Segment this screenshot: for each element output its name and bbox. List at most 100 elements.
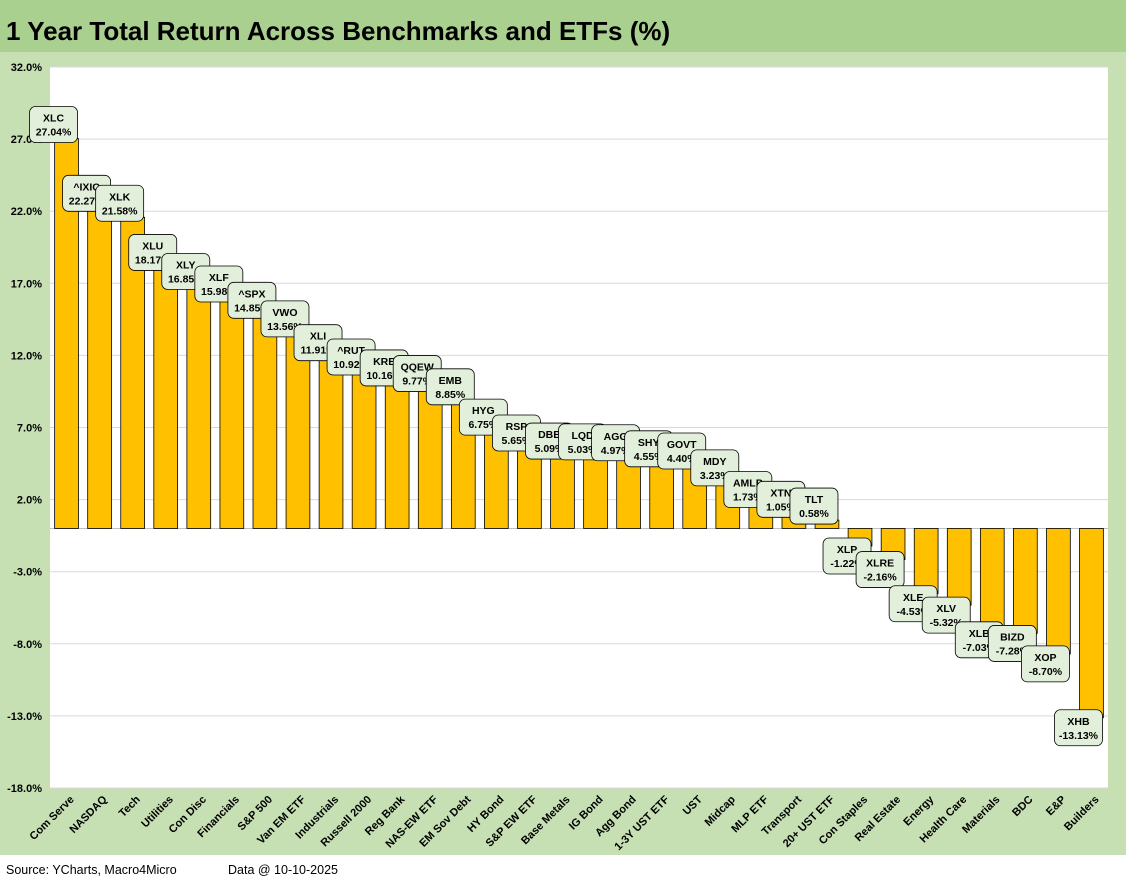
data-label-ticker: HYG (472, 405, 495, 417)
data-label-31: XHB -13.13% (1054, 709, 1103, 747)
y-tick-label: 12.0% (11, 350, 42, 362)
data-label-ticker: XLE (903, 592, 923, 604)
footer: Source: YCharts, Macro4Micro Data @ 10-1… (0, 855, 1126, 886)
data-label-ticker: XOP (1034, 652, 1056, 664)
data-label-box (95, 184, 145, 222)
data-label-ticker: XLC (43, 113, 64, 125)
data-label-value: 9.77% (402, 376, 432, 388)
data-label-ticker: EMB (439, 375, 463, 387)
y-tick-label: 32.0% (11, 62, 42, 74)
bar-11 (417, 387, 443, 529)
data-label-value: 4.40% (667, 453, 697, 465)
data-label-value: 1.05% (766, 501, 796, 513)
bar-4 (186, 285, 212, 529)
data-label-ticker: VWO (272, 307, 297, 319)
data-label-25: XLRE -2.16% (855, 551, 905, 588)
data-label-value: 3.23% (700, 470, 730, 482)
bar-30 (1046, 528, 1071, 655)
bar-5 (219, 297, 245, 529)
data-label-ticker: QQEW (401, 362, 434, 374)
data-label-ticker: XLP (837, 544, 857, 556)
data-label-value: 21.58% (102, 205, 138, 217)
data-label-ticker: DBB (538, 429, 561, 441)
y-tick-label: -8.0% (13, 639, 42, 651)
data-label-ticker: ^SPX (238, 288, 265, 300)
data-label-ticker: MDY (703, 456, 726, 468)
data-label-30: XOP -8.70% (1021, 645, 1070, 683)
data-label-box (29, 106, 78, 143)
data-label-ticker: XLU (142, 240, 163, 252)
source-text: Source: YCharts, Macro4Micro (6, 863, 177, 877)
data-label-ticker: RSP (506, 421, 528, 433)
bar-8 (318, 356, 344, 529)
data-label-2: XLK 21.58% (95, 184, 145, 222)
x-tick-label: Builders (1062, 794, 1102, 834)
bar-18 (649, 462, 674, 529)
bar-29 (1013, 528, 1038, 634)
data-label-value: -8.70% (1029, 666, 1063, 678)
bar-16 (583, 455, 608, 529)
data-label-ticker: XTN (770, 487, 791, 499)
data-label-value: 8.85% (435, 389, 465, 401)
data-label-12: EMB 8.85% (425, 368, 475, 406)
data-label-value: 4.55% (634, 451, 664, 463)
data-label-ticker: ^RUT (337, 345, 365, 357)
bar-3 (153, 266, 179, 529)
data-label-value: -5.32% (930, 617, 964, 629)
bar-28 (979, 528, 1005, 631)
bar-10 (384, 381, 410, 529)
y-tick-label: 2.0% (17, 495, 42, 507)
data-label-ticker: AMLP (733, 477, 763, 489)
data-label-value: -13.13% (1059, 730, 1099, 742)
bar-27 (946, 528, 972, 606)
bar-7 (285, 332, 311, 529)
data-label-ticker: XLF (209, 272, 229, 284)
x-tick-label: UST (681, 793, 705, 817)
bar-6 (252, 313, 278, 529)
data-label-ticker: GOVT (667, 439, 697, 451)
data-label-value: 1.73% (733, 491, 763, 503)
data-label-ticker: AGG (604, 431, 628, 443)
data-label-ticker: BIZD (1000, 631, 1025, 643)
data-label-ticker: KRE (373, 356, 395, 368)
data-label-ticker: LQD (571, 430, 594, 442)
data-label-ticker: XLB (969, 628, 990, 640)
data-date-text: Data @ 10-10-2025 (228, 863, 338, 877)
y-tick-label: 17.0% (11, 278, 42, 290)
data-label-value: 0.58% (799, 508, 829, 520)
bar-17 (616, 456, 641, 529)
data-label-value: 27.04% (36, 127, 72, 139)
data-label-ticker: XLV (936, 603, 956, 615)
bar-31 (1079, 528, 1104, 719)
data-label-11: QQEW 9.77% (392, 355, 442, 392)
x-tick-label: Com Serve (28, 794, 77, 843)
x-tick-label: E&P (1044, 794, 1068, 818)
y-tick-label: -3.0% (13, 567, 42, 579)
data-label-box (425, 368, 475, 406)
title-bar: 1 Year Total Return Across Benchmarks an… (0, 0, 1126, 53)
y-tick-label: -13.0% (7, 711, 42, 723)
data-label-0: XLC 27.04% (29, 106, 78, 143)
data-label-ticker: XLY (176, 259, 195, 271)
data-label-23: TLT 0.58% (789, 487, 839, 525)
data-label-value: 4.97% (601, 445, 631, 457)
data-label-ticker: ^IXIC (73, 181, 100, 193)
data-label-value: 5.03% (568, 444, 598, 456)
data-label-box (1021, 645, 1070, 683)
bar-9 (351, 370, 377, 529)
data-label-ticker: XHB (1067, 716, 1090, 728)
bar-15 (550, 454, 575, 529)
data-label-ticker: XLI (310, 331, 326, 343)
data-label-ticker: XLRE (866, 558, 894, 570)
data-label-value: 6.75% (468, 419, 498, 431)
data-label-box (789, 487, 839, 525)
bar-1 (87, 206, 112, 529)
data-label-value: 5.09% (535, 443, 565, 455)
y-tick-label: 7.0% (17, 423, 42, 435)
data-label-value: 5.65% (502, 435, 532, 447)
y-tick-label: 22.0% (11, 206, 42, 218)
data-label-ticker: SHY (638, 437, 660, 449)
x-tick-label: Tech (117, 793, 143, 819)
y-tick-label: -18.0% (7, 783, 42, 795)
